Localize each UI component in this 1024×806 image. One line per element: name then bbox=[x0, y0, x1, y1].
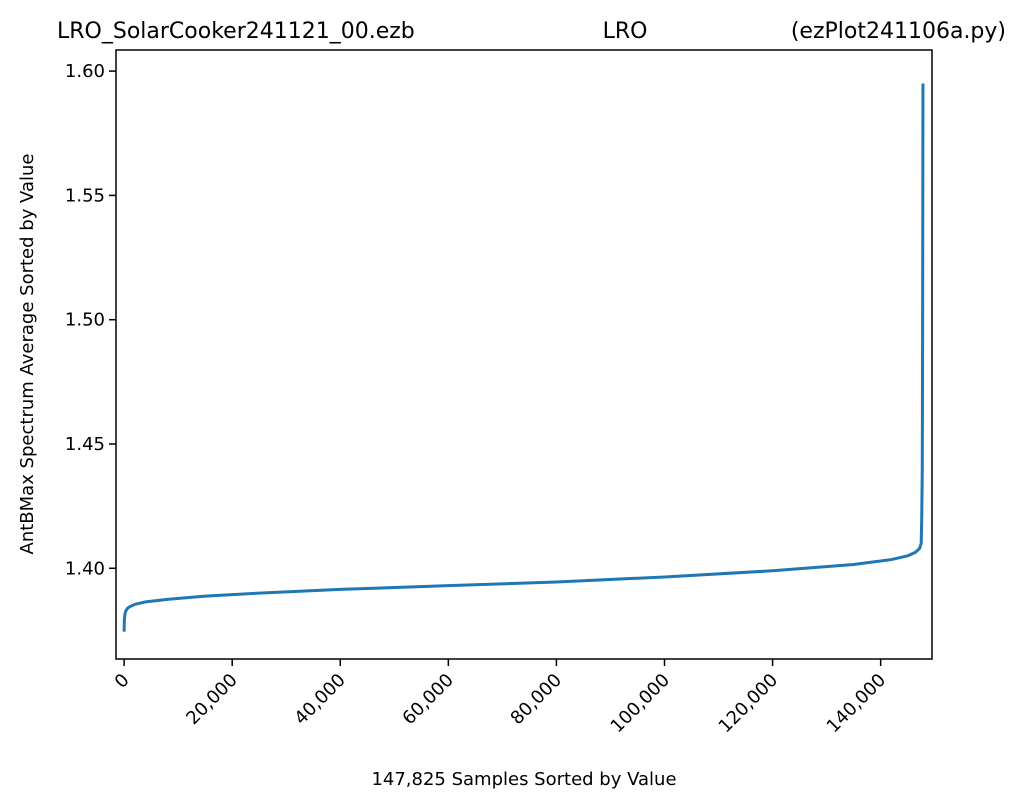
title-left: LRO_SolarCooker241121_00.ezb bbox=[57, 19, 415, 44]
x-axis-label: 147,825 Samples Sorted by Value bbox=[371, 769, 676, 790]
y-axis-ticks: 1.40 1.45 1.50 1.55 1.60 bbox=[65, 61, 116, 579]
y-axis-label: AntBMax Spectrum Average Sorted by Value bbox=[17, 154, 38, 555]
plot-area bbox=[115, 49, 933, 660]
y-tick-label: 1.60 bbox=[65, 61, 105, 82]
y-tick-label: 1.40 bbox=[65, 558, 105, 579]
series-layer bbox=[122, 83, 925, 632]
y-tick-label: 1.55 bbox=[65, 185, 105, 206]
series-line-0 bbox=[122, 83, 925, 632]
title-right: (ezPlot241106a.py) bbox=[791, 19, 1006, 44]
y-tick-label: 1.50 bbox=[65, 310, 105, 331]
y-tick-label: 1.45 bbox=[65, 434, 105, 455]
title-center: LRO bbox=[603, 19, 648, 44]
axes-frame bbox=[115, 49, 933, 660]
